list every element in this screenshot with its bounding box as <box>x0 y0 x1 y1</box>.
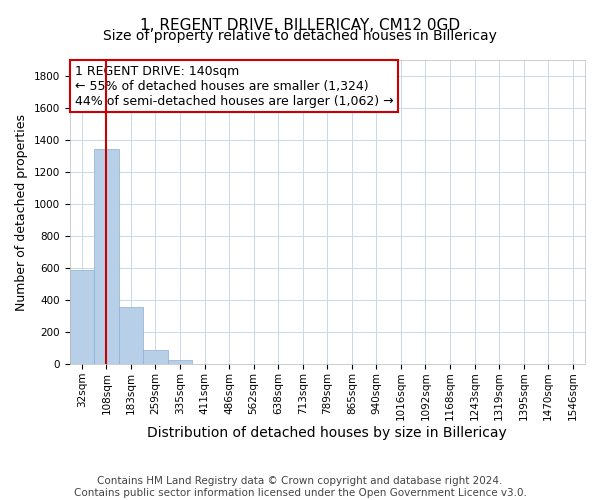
X-axis label: Distribution of detached houses by size in Billericay: Distribution of detached houses by size … <box>148 426 507 440</box>
Text: Size of property relative to detached houses in Billericay: Size of property relative to detached ho… <box>103 29 497 43</box>
Bar <box>94 149 119 364</box>
Y-axis label: Number of detached properties: Number of detached properties <box>15 114 28 310</box>
Bar <box>119 307 143 364</box>
Bar <box>70 270 94 364</box>
Text: Contains HM Land Registry data © Crown copyright and database right 2024.
Contai: Contains HM Land Registry data © Crown c… <box>74 476 526 498</box>
Text: 1 REGENT DRIVE: 140sqm
← 55% of detached houses are smaller (1,324)
44% of semi-: 1 REGENT DRIVE: 140sqm ← 55% of detached… <box>74 64 394 108</box>
Text: 1, REGENT DRIVE, BILLERICAY, CM12 0GD: 1, REGENT DRIVE, BILLERICAY, CM12 0GD <box>140 18 460 32</box>
Bar <box>143 350 168 364</box>
Bar <box>168 360 192 364</box>
